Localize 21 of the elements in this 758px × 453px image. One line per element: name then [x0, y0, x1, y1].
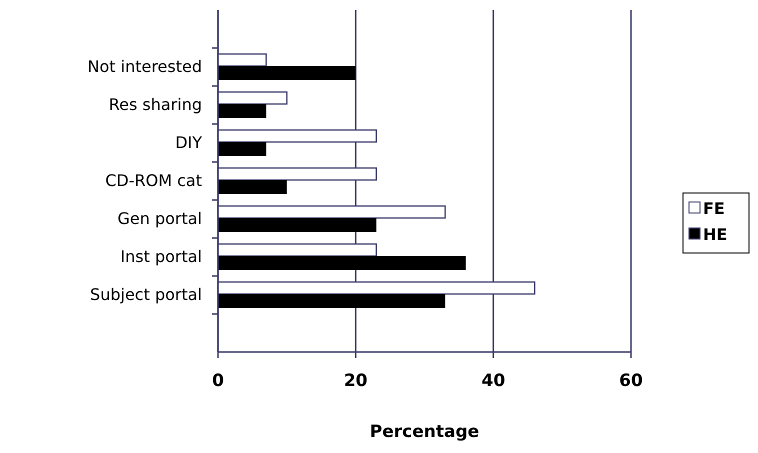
x-tick-label: 0 — [212, 371, 224, 391]
bar — [218, 66, 356, 80]
x-tick-label: 60 — [619, 371, 643, 391]
legend-label: HE — [703, 225, 728, 244]
y-tick-label: CD-ROM cat — [105, 171, 202, 190]
y-tick-label: Not interested — [88, 57, 202, 76]
x-tick-label: 40 — [481, 371, 506, 391]
x-axis-title: Percentage — [370, 422, 480, 442]
y-tick-label: Gen portal — [117, 209, 202, 228]
bar — [218, 256, 466, 270]
y-tick-label: Res sharing — [108, 95, 202, 114]
bar — [218, 104, 266, 118]
bar — [218, 218, 376, 232]
y-tick-label: DIY — [175, 133, 202, 152]
y-tick-label: Inst portal — [120, 247, 202, 266]
bar — [218, 142, 266, 156]
legend-label: FE — [703, 199, 725, 218]
bar — [218, 294, 446, 308]
y-tick-label: Subject portal — [90, 285, 202, 304]
bar — [218, 180, 287, 194]
x-tick-label: 20 — [344, 371, 368, 391]
